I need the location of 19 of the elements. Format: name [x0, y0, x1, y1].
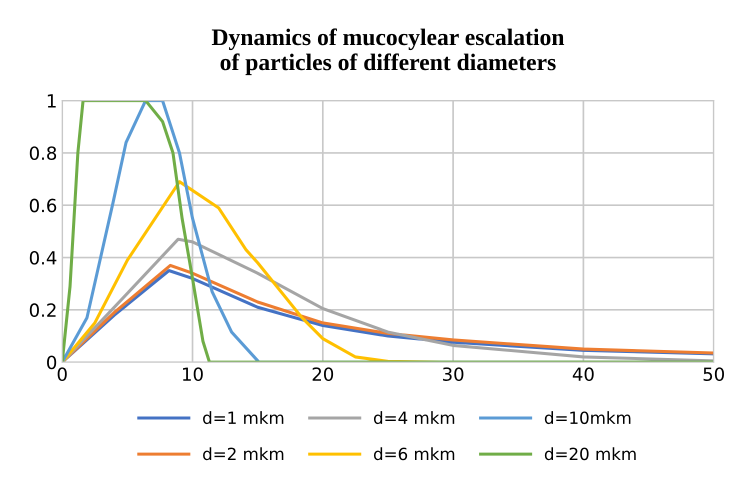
legend-label: d=2 mkm — [203, 447, 284, 460]
legend-label: d=20 mkm — [544, 447, 636, 460]
x-tick-label: 20 — [312, 367, 334, 381]
legend-label: d=6 mkm — [374, 447, 454, 460]
legend-label: d=4 mkm — [374, 411, 454, 424]
x-tick-label: 50 — [704, 367, 724, 381]
y-tick-label: 0.2 — [30, 303, 56, 317]
y-tick-label: 1 — [48, 94, 56, 108]
x-tick-label: 10 — [183, 367, 203, 381]
chart-title: Dynamics of mucocylear escalation of particles of different diameters — [212, 28, 564, 76]
x-tick-label: 40 — [572, 367, 594, 381]
y-tick-label: 0.8 — [30, 146, 56, 160]
y-tick-label: 0 — [47, 356, 56, 370]
y-tick-label: 0.4 — [30, 250, 56, 265]
x-tick-label: 0 — [58, 367, 67, 381]
legend-label: d=10mkm — [544, 411, 630, 424]
x-tick-label: 30 — [442, 367, 464, 381]
y-tick-label: 0.6 — [30, 198, 56, 212]
legend-label: d=1 mkm — [203, 411, 284, 424]
